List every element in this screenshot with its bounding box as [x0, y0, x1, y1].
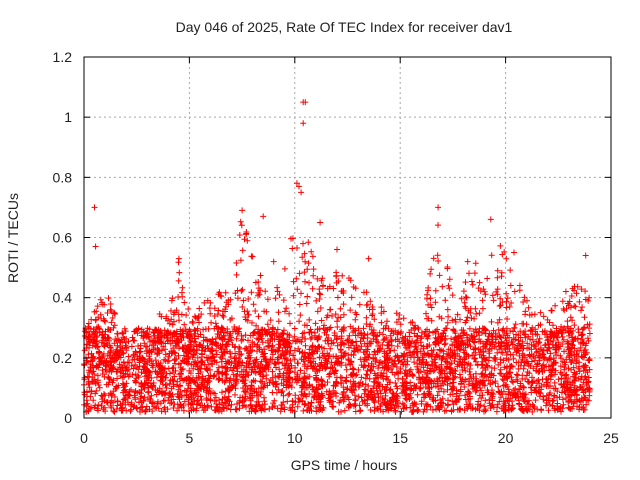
x-tick-label: 25: [603, 430, 619, 446]
y-tick-label: 0.4: [53, 290, 73, 306]
y-tick-label: 1.2: [53, 49, 73, 65]
axis-ticks: 0 5 10 15 20 25 0 0.2 0.4 0.6 0.8 1 1.2: [53, 49, 619, 446]
y-tick-label: 1: [64, 109, 72, 125]
y-tick-label: 0.2: [53, 350, 73, 366]
x-tick-label: 10: [287, 430, 303, 446]
x-axis-label: GPS time / hours: [291, 457, 398, 473]
chart-title: Day 046 of 2025, Rate Of TEC Index for r…: [176, 19, 513, 35]
series-points: [81, 99, 593, 415]
y-tick-label: 0: [64, 410, 72, 426]
x-tick-label: 20: [498, 430, 514, 446]
x-tick-label: 15: [392, 430, 408, 446]
data-points-plus-markers: [81, 99, 593, 415]
y-tick-label: 0.6: [53, 230, 73, 246]
y-tick-label: 0.8: [53, 169, 73, 185]
x-tick-label: 0: [80, 430, 88, 446]
y-axis-label: ROTI / TECUs: [5, 193, 21, 283]
x-tick-label: 5: [186, 430, 194, 446]
